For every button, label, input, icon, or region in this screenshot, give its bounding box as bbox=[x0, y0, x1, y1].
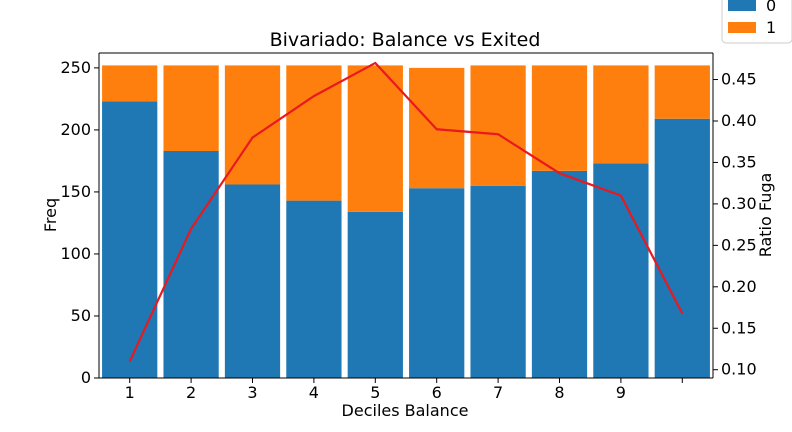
chart-title: Bivariado: Balance vs Exited bbox=[270, 29, 541, 51]
y2-tick-label-0.35: 0.35 bbox=[721, 152, 757, 171]
x-tick-label-1: 1 bbox=[125, 383, 135, 402]
bar-series-0-3 bbox=[224, 184, 281, 378]
x-tick-label-8: 8 bbox=[554, 383, 564, 402]
bar-series-0-2 bbox=[163, 150, 219, 378]
y2-tick-label-0.15: 0.15 bbox=[721, 318, 757, 337]
x-axis-label: Deciles Balance bbox=[342, 401, 469, 420]
ratio-fuga-line bbox=[128, 61, 684, 362]
bar-series-0-5 bbox=[347, 211, 403, 378]
y2-tick-label-0.20: 0.20 bbox=[721, 277, 757, 296]
legend-swatch-0 bbox=[728, 0, 756, 11]
bar-series-1-8 bbox=[531, 65, 588, 171]
y-axis-right-label: Ratio Fuga bbox=[756, 173, 775, 258]
y2-tick-label-0.40: 0.40 bbox=[721, 111, 757, 130]
y-tick-label-150: 150 bbox=[60, 182, 91, 201]
x-tick-label-7: 7 bbox=[493, 383, 503, 402]
axes-layer: 0 50 100 150 200 250 0.10 0.15 0.20 0.25 0.30 0.35 0… bbox=[60, 52, 757, 402]
x-tick-label-9: 9 bbox=[616, 383, 626, 402]
y-axis-label: Freq bbox=[41, 198, 60, 232]
bar-series-1-2 bbox=[163, 65, 219, 151]
y-tick-label-200: 200 bbox=[60, 120, 91, 139]
y-tick-label-100: 100 bbox=[60, 244, 91, 263]
bars-layer bbox=[102, 65, 710, 379]
y2-tick-label-0.30: 0.30 bbox=[721, 194, 757, 213]
x-tick-label-3: 3 bbox=[247, 383, 257, 402]
y2-tick-label-0.10: 0.10 bbox=[721, 360, 757, 379]
x-tick-label-2: 2 bbox=[186, 383, 196, 402]
y-tick-label-0: 0 bbox=[81, 368, 91, 387]
x-tick-label-6: 6 bbox=[432, 383, 442, 402]
x-tick-label-4: 4 bbox=[309, 383, 319, 402]
bar-series-0-8 bbox=[531, 170, 588, 378]
bar-series-1-4 bbox=[286, 65, 342, 201]
legend-label-0: 0 bbox=[766, 0, 776, 15]
line-layer bbox=[128, 61, 684, 362]
x-tick-label-5: 5 bbox=[370, 383, 380, 402]
y2-tick-label-0.45: 0.45 bbox=[721, 70, 757, 89]
legend: 01 bbox=[721, 0, 792, 44]
y-tick-label-50: 50 bbox=[71, 306, 91, 325]
bar-series-1-7 bbox=[470, 65, 526, 186]
bar-series-1-9 bbox=[593, 65, 649, 164]
bar-series-1-5 bbox=[347, 65, 403, 212]
legend-label-1: 1 bbox=[766, 18, 776, 37]
bar-series-0-1 bbox=[102, 101, 158, 378]
bar-series-1-10 bbox=[654, 65, 710, 119]
legend-swatch-1 bbox=[728, 22, 756, 33]
bar-series-1-1 bbox=[102, 65, 158, 102]
bar-series-0-7 bbox=[470, 185, 526, 378]
bar-series-0-6 bbox=[409, 188, 465, 378]
bar-series-0-9 bbox=[593, 163, 649, 378]
bar-series-0-10 bbox=[654, 118, 710, 379]
bar-series-0-4 bbox=[286, 200, 342, 378]
y2-tick-label-0.25: 0.25 bbox=[721, 235, 757, 254]
y-tick-label-250: 250 bbox=[60, 58, 91, 77]
